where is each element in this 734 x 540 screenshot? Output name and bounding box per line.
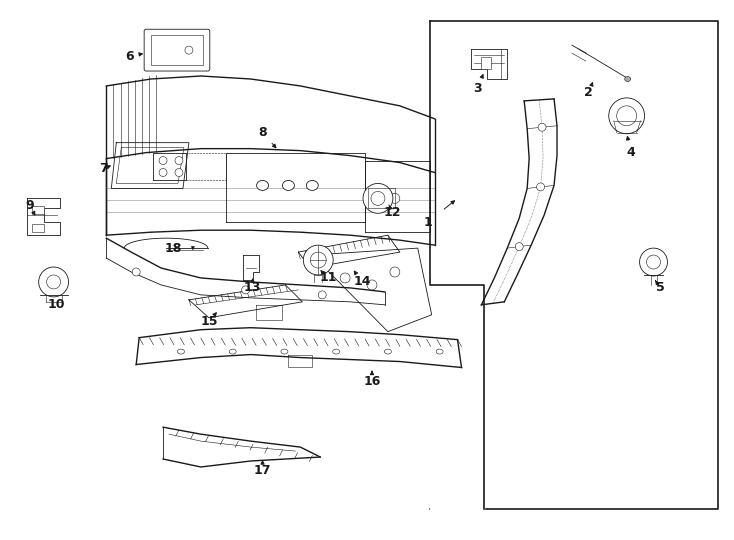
Circle shape [340,273,350,283]
Circle shape [538,123,546,131]
Text: 14: 14 [353,275,371,288]
Circle shape [390,267,400,277]
Text: 9: 9 [26,199,34,212]
Ellipse shape [281,349,288,354]
Text: 17: 17 [254,464,272,477]
Bar [429,285,484,509]
Ellipse shape [385,349,391,354]
Circle shape [47,275,61,289]
FancyBboxPatch shape [32,206,43,214]
Ellipse shape [625,77,631,82]
Ellipse shape [436,349,443,354]
Text: 16: 16 [363,375,381,388]
FancyBboxPatch shape [151,35,203,65]
Circle shape [371,191,385,205]
Text: 1: 1 [424,216,432,229]
Circle shape [639,248,667,276]
Text: 4: 4 [626,146,635,159]
Ellipse shape [306,180,319,191]
Circle shape [310,252,326,268]
Circle shape [617,106,636,126]
Text: 3: 3 [473,83,482,96]
Text: 12: 12 [383,206,401,219]
Text: 13: 13 [244,281,261,294]
Circle shape [303,245,333,275]
Circle shape [319,291,326,299]
Circle shape [175,168,183,177]
Ellipse shape [178,349,184,354]
Circle shape [390,193,400,204]
Circle shape [647,255,661,269]
Circle shape [363,184,393,213]
Circle shape [39,267,68,297]
Ellipse shape [229,349,236,354]
Text: 11: 11 [319,272,337,285]
Text: 18: 18 [164,241,182,255]
Ellipse shape [283,180,294,191]
FancyBboxPatch shape [482,57,491,69]
Circle shape [159,157,167,165]
Circle shape [159,168,167,177]
Text: 6: 6 [125,50,134,63]
Text: 7: 7 [99,162,108,175]
Text: 2: 2 [584,86,593,99]
Text: 8: 8 [258,126,267,139]
Text: 5: 5 [656,281,665,294]
Circle shape [367,280,377,290]
Circle shape [608,98,644,134]
Circle shape [185,46,193,54]
Text: 15: 15 [200,315,217,328]
Ellipse shape [333,349,340,354]
Circle shape [175,157,183,165]
FancyBboxPatch shape [144,29,210,71]
Ellipse shape [257,180,269,191]
Circle shape [241,286,250,294]
Text: 10: 10 [48,298,65,312]
FancyBboxPatch shape [32,224,43,232]
Circle shape [537,183,545,191]
Circle shape [132,268,140,276]
Circle shape [515,242,523,251]
